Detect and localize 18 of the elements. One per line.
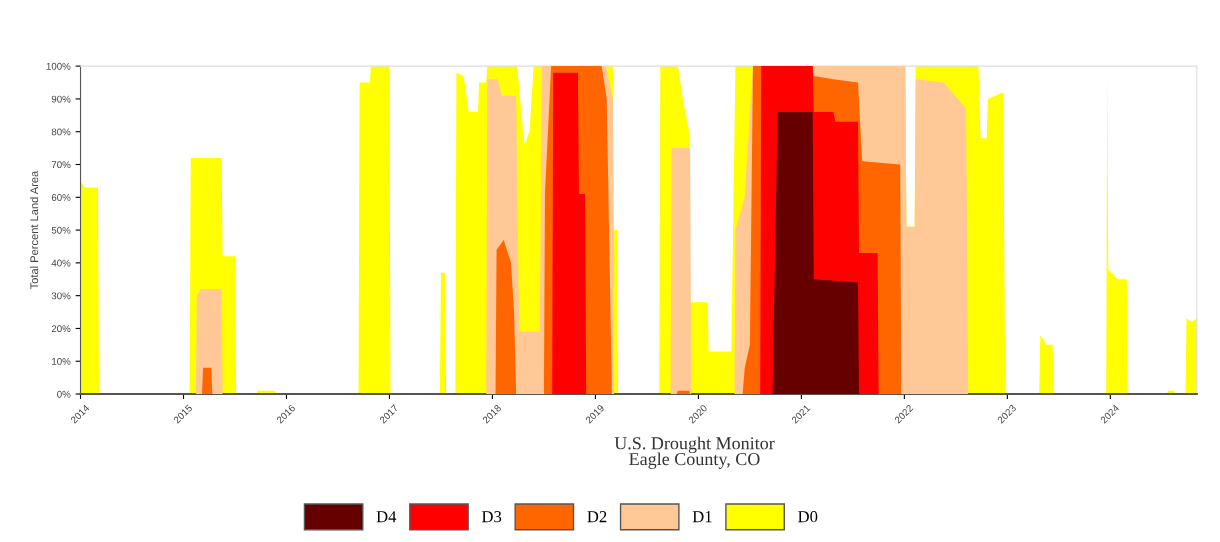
legend-label: D3	[481, 511, 502, 523]
legend-label: D4	[376, 511, 397, 523]
legend-label: D0	[798, 511, 818, 523]
y-tick-label: 70%	[51, 161, 71, 169]
y-tick-label: 30%	[51, 292, 71, 300]
y-tick-label: 90%	[51, 95, 71, 103]
legend-label: D1	[692, 511, 712, 523]
y-tick-label: 10%	[52, 357, 71, 365]
text: U.S. Drought Monitor Eagle County, CO	[614, 436, 775, 469]
y-tick-label: 60%	[51, 194, 71, 201]
y-tick-label: 0%	[57, 390, 71, 398]
y-tick-label: 40%	[51, 259, 71, 267]
y-tick-label: 20%	[51, 325, 71, 333]
y-axis-title: Total Percent Land Area	[30, 170, 39, 290]
legend-label: D2	[587, 511, 607, 523]
y-tick-label: 50%	[51, 226, 71, 234]
y-tick-label: 80%	[51, 128, 71, 136]
y-tick-label: 100%	[46, 62, 71, 70]
